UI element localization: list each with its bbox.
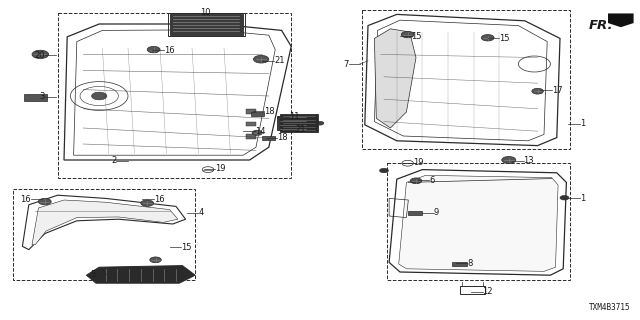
FancyBboxPatch shape — [280, 114, 318, 132]
Text: 21: 21 — [296, 125, 306, 134]
Bar — [58, 13, 291, 178]
Circle shape — [532, 88, 543, 94]
Text: 16: 16 — [164, 46, 175, 55]
Text: 5: 5 — [90, 270, 95, 279]
Circle shape — [92, 92, 107, 100]
Circle shape — [410, 178, 422, 184]
Text: 15: 15 — [499, 34, 509, 43]
Text: 13: 13 — [524, 156, 534, 165]
Text: 14: 14 — [255, 127, 265, 136]
Bar — [387, 163, 570, 280]
FancyBboxPatch shape — [246, 109, 256, 114]
Polygon shape — [86, 266, 195, 283]
Circle shape — [38, 198, 51, 205]
Circle shape — [481, 35, 494, 41]
Text: 1: 1 — [580, 119, 585, 128]
Text: 18: 18 — [264, 107, 275, 116]
Circle shape — [316, 121, 324, 125]
Text: 18: 18 — [277, 133, 288, 142]
Text: 16: 16 — [154, 195, 164, 204]
Polygon shape — [608, 13, 634, 27]
Text: 8: 8 — [467, 259, 472, 268]
Circle shape — [253, 55, 269, 63]
Text: 15: 15 — [412, 32, 422, 41]
Circle shape — [147, 46, 160, 53]
FancyBboxPatch shape — [251, 112, 264, 116]
Text: 16: 16 — [20, 195, 31, 204]
FancyBboxPatch shape — [452, 262, 467, 266]
Text: 4: 4 — [198, 208, 204, 217]
Bar — [362, 10, 570, 149]
Circle shape — [252, 130, 262, 135]
Text: 21: 21 — [274, 56, 284, 65]
Circle shape — [32, 50, 49, 59]
Text: 20: 20 — [35, 51, 45, 60]
Circle shape — [141, 200, 154, 206]
Text: 11: 11 — [289, 112, 299, 121]
Circle shape — [380, 168, 388, 173]
Text: 17: 17 — [552, 86, 563, 95]
Text: 12: 12 — [483, 287, 493, 296]
Text: 9: 9 — [434, 208, 439, 217]
FancyBboxPatch shape — [170, 14, 243, 35]
Text: 6: 6 — [429, 176, 435, 185]
FancyBboxPatch shape — [408, 211, 422, 215]
Polygon shape — [32, 200, 178, 245]
FancyBboxPatch shape — [262, 136, 275, 140]
Text: 1: 1 — [580, 194, 585, 203]
Text: 15: 15 — [181, 243, 191, 252]
Text: TXM4B3715: TXM4B3715 — [589, 303, 630, 312]
Polygon shape — [374, 29, 416, 128]
Polygon shape — [399, 175, 558, 271]
Bar — [13, 189, 195, 280]
FancyBboxPatch shape — [246, 134, 256, 139]
Circle shape — [401, 31, 414, 38]
Text: 2: 2 — [111, 156, 116, 165]
Circle shape — [150, 257, 161, 263]
Circle shape — [560, 196, 569, 200]
FancyBboxPatch shape — [246, 122, 256, 126]
Circle shape — [502, 156, 516, 164]
Text: 10: 10 — [200, 8, 211, 17]
FancyBboxPatch shape — [24, 94, 47, 101]
Text: FR.: FR. — [589, 19, 613, 32]
FancyBboxPatch shape — [277, 116, 309, 130]
Text: 19: 19 — [413, 158, 424, 167]
Text: 19: 19 — [215, 164, 225, 173]
Text: 3: 3 — [40, 92, 45, 101]
Text: 7: 7 — [344, 60, 349, 68]
